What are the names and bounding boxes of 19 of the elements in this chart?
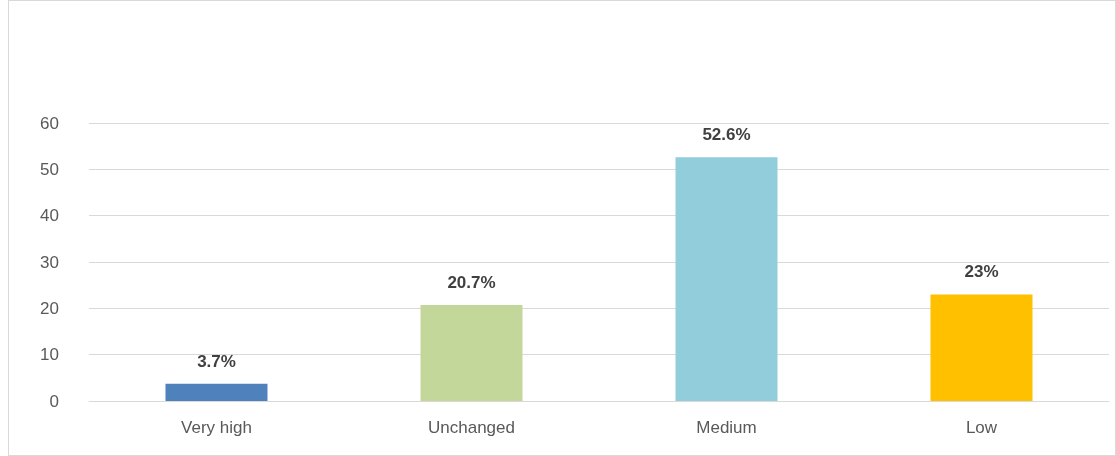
bar [165,383,268,401]
bar [420,305,523,401]
data-label: 23% [964,262,999,282]
y-tick-label: 30 [40,252,59,272]
x-tick-label: Very high [181,418,252,437]
y-tick-label: 20 [40,298,59,318]
y-tick-label: 0 [49,391,59,411]
y-tick-label: 60 [40,113,59,133]
y-tick-label: 50 [40,159,59,179]
x-tick-label: Low [965,418,998,437]
data-label: 52.6% [702,125,751,145]
data-label: 20.7% [447,273,496,293]
data-label: 3.7% [197,351,236,371]
y-tick-label: 10 [40,345,59,365]
bar [930,294,1033,401]
bar [675,157,778,401]
x-tick-label: Unchanged [428,418,515,437]
y-tick-label: 40 [40,206,59,226]
x-tick-label: Medium [696,418,757,437]
